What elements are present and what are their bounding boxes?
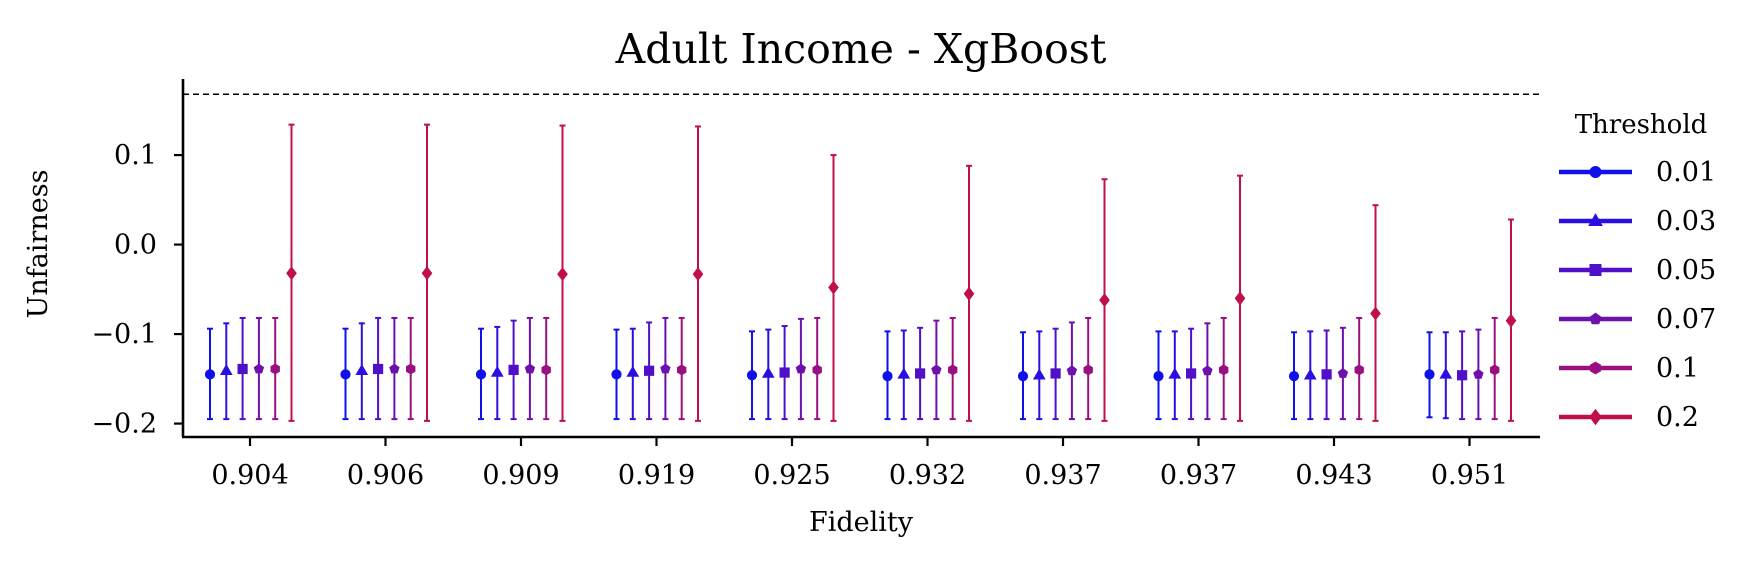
y-tick-label: 0.0	[114, 230, 157, 261]
x-tick-label: 0.943	[1295, 460, 1372, 491]
legend: Threshold 0.01 0.03 0.05 0.07 0.1 0.2	[1559, 110, 1716, 433]
y-axis-label: Unfairness	[23, 170, 54, 319]
data-point	[557, 267, 568, 282]
legend-label: 0.05	[1656, 255, 1716, 286]
data-point	[389, 363, 400, 374]
data-point	[475, 369, 487, 380]
legend-label: 0.01	[1656, 157, 1716, 188]
data-point	[1288, 371, 1300, 382]
data-point	[692, 267, 704, 282]
x-tick-label: 0.906	[347, 460, 424, 491]
data-point	[204, 369, 216, 380]
data-point	[677, 364, 687, 376]
data-point	[1168, 367, 1182, 379]
data-point	[1439, 367, 1453, 379]
data-point	[524, 363, 536, 374]
data-point	[508, 364, 519, 375]
data-point	[1424, 369, 1435, 380]
x-tick-label: 0.904	[211, 460, 288, 491]
data-point	[421, 266, 433, 281]
data-point	[406, 363, 416, 375]
x-tick-label: 0.932	[889, 460, 966, 491]
data-point	[882, 371, 893, 382]
data-point	[1473, 368, 1484, 379]
legend-marker	[1589, 312, 1602, 325]
data-point	[1050, 368, 1061, 379]
x-ticks: 0.904 0.906 0.909 0.919 0.925 0.932 0.937 0.937…	[211, 437, 1508, 491]
data-point	[915, 368, 926, 379]
data-markers	[204, 266, 1517, 382]
data-point	[812, 364, 822, 376]
data-point	[660, 363, 671, 374]
data-point	[1370, 306, 1381, 321]
legend-marker	[1589, 264, 1602, 276]
y-tick-label: 0.1	[114, 140, 157, 171]
data-point	[237, 363, 248, 375]
data-point	[1234, 291, 1246, 306]
data-point	[355, 364, 369, 375]
x-tick-label: 0.951	[1431, 460, 1508, 491]
legend-title: Threshold	[1575, 110, 1708, 140]
data-point	[1186, 368, 1197, 379]
legend-marker	[1589, 408, 1602, 426]
data-point	[1017, 371, 1029, 382]
legend-marker	[1588, 213, 1603, 226]
data-point	[340, 369, 351, 380]
legend-marker	[1589, 166, 1602, 178]
legend-label: 0.2	[1656, 402, 1699, 433]
data-point	[373, 363, 384, 375]
data-point	[270, 363, 280, 375]
data-point	[746, 370, 758, 381]
data-point	[1099, 293, 1110, 308]
data-point	[611, 369, 622, 380]
data-point	[219, 364, 233, 375]
data-point	[1083, 364, 1093, 376]
y-tick-label: −0.1	[91, 319, 157, 350]
data-point	[626, 365, 640, 377]
data-point	[490, 365, 504, 377]
data-point	[644, 365, 655, 376]
data-point	[1032, 368, 1046, 380]
x-tick-label: 0.937	[1024, 460, 1101, 491]
data-point	[931, 364, 942, 375]
data-point	[1321, 369, 1332, 380]
data-point	[1202, 365, 1213, 376]
x-tick-label: 0.925	[753, 460, 830, 491]
data-point	[828, 280, 839, 295]
data-point	[1337, 367, 1349, 378]
x-tick-label: 0.937	[1160, 460, 1237, 491]
data-point	[1457, 370, 1468, 381]
data-point	[1066, 365, 1078, 376]
y-ticks: −0.2 −0.1 0.0 0.1	[91, 140, 183, 440]
legend-marker	[1590, 361, 1601, 375]
error-bars	[207, 123, 1514, 422]
x-axis-label: Fidelity	[809, 507, 914, 538]
y-tick-label: −0.2	[91, 409, 157, 440]
data-point	[1219, 364, 1229, 376]
data-point	[253, 363, 265, 374]
legend-label: 0.03	[1656, 206, 1716, 237]
legend-label: 0.1	[1656, 353, 1699, 384]
legend-label: 0.07	[1656, 304, 1716, 335]
data-point	[779, 367, 790, 378]
data-point	[948, 364, 958, 376]
data-point	[286, 266, 297, 281]
data-point	[795, 363, 807, 374]
data-point	[1490, 364, 1500, 376]
chart-title: Adult Income - XgBoost	[615, 25, 1107, 73]
data-point	[761, 366, 775, 378]
data-point	[1354, 364, 1364, 376]
data-point	[1303, 368, 1317, 380]
x-tick-label: 0.919	[618, 460, 695, 491]
x-tick-label: 0.909	[482, 460, 559, 491]
data-point	[897, 367, 911, 379]
data-point	[963, 286, 975, 301]
data-point	[1153, 371, 1164, 382]
data-point	[1505, 313, 1517, 328]
data-point	[541, 364, 551, 376]
